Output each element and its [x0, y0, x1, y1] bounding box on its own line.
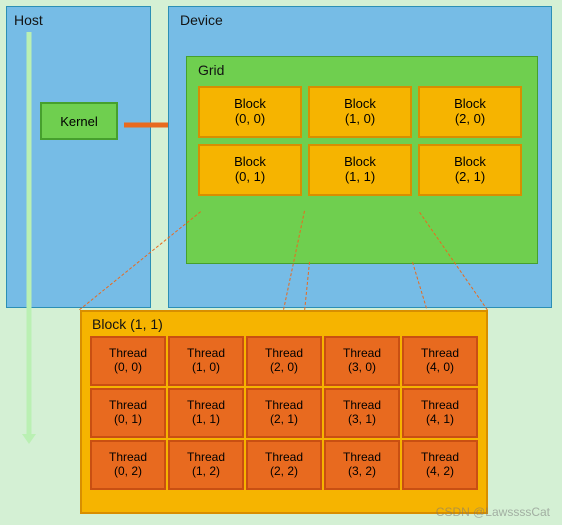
thread-cell-coord: (1, 2)	[192, 465, 220, 479]
thread-cell-coord: (2, 0)	[270, 361, 298, 375]
thread-cell: Thread(4, 1)	[402, 388, 478, 438]
diagram-canvas: Host Kernel Device Grid Block(0, 0)Block…	[0, 0, 562, 525]
arrow-down-icon	[20, 32, 38, 451]
thread-cell-coord: (1, 0)	[192, 361, 220, 375]
thread-cell: Thread(2, 1)	[246, 388, 322, 438]
block-cell-coord: (0, 0)	[235, 112, 265, 127]
grid-block-cell: Block(2, 1)	[418, 144, 522, 196]
device-label: Device	[180, 12, 223, 28]
thread-cell-name: Thread	[265, 451, 303, 465]
grid-block-cell: Block(0, 1)	[198, 144, 302, 196]
thread-cell-coord: (4, 2)	[426, 465, 454, 479]
thread-cell-coord: (3, 0)	[348, 361, 376, 375]
thread-cell-coord: (3, 2)	[348, 465, 376, 479]
thread-cell: Thread(0, 1)	[90, 388, 166, 438]
thread-cell-coord: (1, 1)	[192, 413, 220, 427]
thread-cell-name: Thread	[187, 347, 225, 361]
thread-cell-coord: (0, 2)	[114, 465, 142, 479]
grid-block-cell: Block(2, 0)	[418, 86, 522, 138]
thread-cell-name: Thread	[421, 399, 459, 413]
block-cell-coord: (2, 1)	[455, 170, 485, 185]
grid-block-cell: Block(1, 1)	[308, 144, 412, 196]
grid-block-cell: Block(1, 0)	[308, 86, 412, 138]
thread-cell-coord: (4, 1)	[426, 413, 454, 427]
thread-cell: Thread(1, 1)	[168, 388, 244, 438]
thread-cell-coord: (4, 0)	[426, 361, 454, 375]
thread-cell-name: Thread	[109, 451, 147, 465]
thread-cell: Thread(1, 0)	[168, 336, 244, 386]
block-cell-name: Block	[344, 97, 376, 112]
block-cell-coord: (1, 1)	[345, 170, 375, 185]
thread-cell: Thread(2, 2)	[246, 440, 322, 490]
block-cell-coord: (1, 0)	[345, 112, 375, 127]
host-label: Host	[14, 12, 43, 28]
kernel-label: Kernel	[60, 114, 98, 129]
thread-cell: Thread(2, 0)	[246, 336, 322, 386]
block-cell-name: Block	[234, 97, 266, 112]
thread-cell-name: Thread	[265, 399, 303, 413]
thread-cell: Thread(1, 2)	[168, 440, 244, 490]
block-cell-coord: (2, 0)	[455, 112, 485, 127]
block-cell-name: Block	[344, 155, 376, 170]
thread-cell-coord: (0, 0)	[114, 361, 142, 375]
thread-cell-name: Thread	[343, 451, 381, 465]
thread-cell: Thread(0, 2)	[90, 440, 166, 490]
thread-cell: Thread(4, 0)	[402, 336, 478, 386]
thread-cell-name: Thread	[421, 451, 459, 465]
thread-cell-name: Thread	[343, 347, 381, 361]
watermark-text: CSDN @LawssssCat	[436, 505, 550, 519]
thread-cell: Thread(0, 0)	[90, 336, 166, 386]
grid-label: Grid	[198, 62, 224, 78]
thread-cell-name: Thread	[187, 451, 225, 465]
block-cell-name: Block	[234, 155, 266, 170]
thread-cell-name: Thread	[343, 399, 381, 413]
thread-cell-coord: (2, 1)	[270, 413, 298, 427]
thread-cell: Thread(3, 1)	[324, 388, 400, 438]
block-cell-coord: (0, 1)	[235, 170, 265, 185]
block-cell-name: Block	[454, 97, 486, 112]
kernel-box: Kernel	[40, 102, 118, 140]
thread-cell-name: Thread	[109, 347, 147, 361]
thread-cell-coord: (2, 2)	[270, 465, 298, 479]
thread-cell-name: Thread	[265, 347, 303, 361]
block-detail-label: Block (1, 1)	[92, 316, 163, 332]
thread-cell-coord: (3, 1)	[348, 413, 376, 427]
thread-cell-coord: (0, 1)	[114, 413, 142, 427]
thread-cell: Thread(4, 2)	[402, 440, 478, 490]
thread-cell-name: Thread	[421, 347, 459, 361]
thread-cell: Thread(3, 2)	[324, 440, 400, 490]
block-cell-name: Block	[454, 155, 486, 170]
thread-cell-name: Thread	[109, 399, 147, 413]
thread-cell-name: Thread	[187, 399, 225, 413]
thread-cell: Thread(3, 0)	[324, 336, 400, 386]
grid-block-cell: Block(0, 0)	[198, 86, 302, 138]
